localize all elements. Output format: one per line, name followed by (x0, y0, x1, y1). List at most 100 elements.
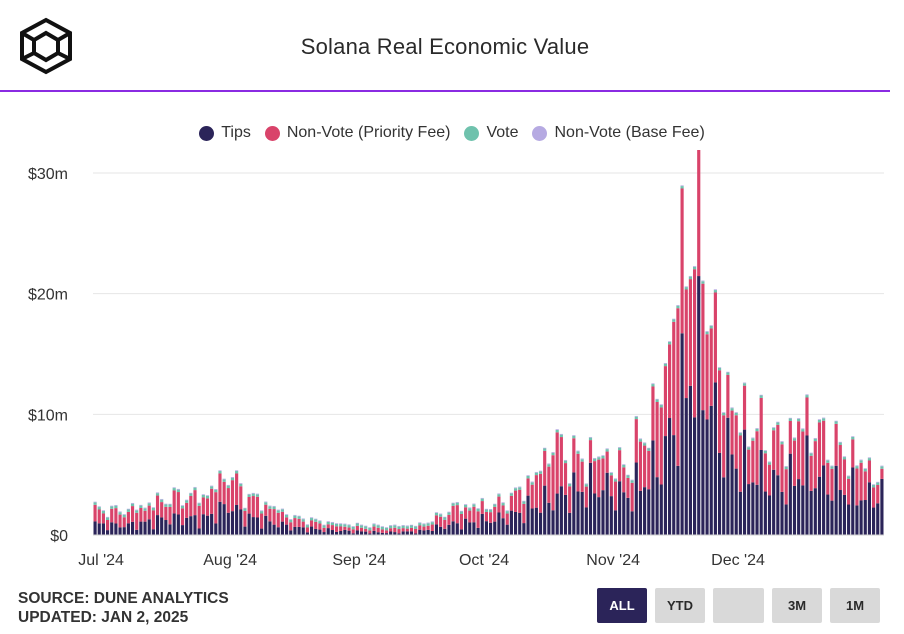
bar-base-fee (709, 325, 713, 327)
bar-vote (847, 476, 851, 479)
bar-base-fee (742, 382, 747, 384)
bar-priority-fee (788, 420, 792, 454)
bar-tips (264, 515, 268, 535)
bar-base-fee (105, 516, 110, 518)
bar-tips (497, 512, 501, 535)
range-selector: ALL YTD 3M 1M (597, 588, 880, 623)
bar-vote (668, 341, 672, 345)
bar-priority-fee (418, 525, 422, 530)
bar-priority-fee (297, 518, 301, 527)
bar-vote (559, 434, 563, 438)
bar-tips (122, 527, 126, 535)
bar-base-fee (214, 489, 218, 490)
bar-priority-fee (364, 528, 368, 532)
bar-priority-fee (326, 524, 330, 529)
bar-vote (251, 493, 255, 497)
bar-base-fee (380, 526, 384, 527)
range-blank-button[interactable] (713, 588, 764, 623)
bar-tips (759, 449, 763, 535)
bar-vote (434, 512, 439, 516)
bar-priority-fee (493, 506, 497, 522)
legend-item-priority-fee[interactable]: Non-Vote (Priority Fee) (264, 124, 450, 142)
bar-base-fee (713, 289, 717, 291)
bar-tips (301, 527, 305, 535)
bar-tips (180, 525, 185, 535)
bar-tips (380, 532, 384, 535)
bar-tips (676, 465, 680, 535)
bar-priority-fee (847, 478, 851, 505)
bar-priority-fee (484, 511, 488, 522)
bar-base-fee (155, 492, 160, 494)
bar-vote (630, 480, 634, 483)
bar-tips (801, 485, 805, 535)
bar-base-fee (747, 446, 751, 448)
bar-priority-fee (605, 451, 609, 473)
bar-tips (364, 531, 368, 535)
bar-base-fee (518, 486, 522, 488)
legend-item-tips[interactable]: Tips (199, 124, 251, 142)
bar-tips (613, 510, 618, 535)
bar-priority-fee (426, 525, 430, 530)
bar-tips (755, 484, 759, 535)
bar-base-fee (430, 521, 434, 523)
legend-item-vote[interactable]: Vote (464, 124, 518, 142)
bar-vote (201, 495, 205, 498)
bar-base-fee (609, 472, 613, 473)
bar-tips (110, 522, 114, 535)
bar-priority-fee (801, 431, 805, 486)
range-3m-button[interactable]: 3M (772, 588, 822, 623)
bar-vote (334, 523, 339, 527)
bar-vote (180, 505, 185, 509)
bar-base-fee (734, 412, 738, 413)
range-ytd-button[interactable]: YTD (655, 588, 705, 623)
bar-tips (813, 488, 817, 535)
bar-priority-fee (634, 419, 638, 463)
bar-tips (247, 513, 251, 535)
bar-priority-fee (218, 473, 222, 502)
bar-priority-fee (309, 520, 314, 527)
bar-priority-fee (193, 490, 197, 516)
bar-tips (509, 510, 513, 535)
range-1m-button[interactable]: 1M (830, 588, 880, 623)
source-text: SOURCE: DUNE ANALYTICS (18, 590, 229, 607)
bar-base-fee (880, 465, 884, 467)
bar-vote (817, 420, 822, 423)
bar-vote (189, 493, 193, 496)
bar-base-fee (376, 524, 380, 526)
bar-vote (588, 437, 593, 441)
bar-vote (859, 460, 863, 463)
bar-tips (243, 526, 247, 535)
bar-priority-fee (797, 421, 801, 480)
bar-priority-fee (530, 484, 534, 509)
range-all-button[interactable]: ALL (597, 588, 647, 623)
bar-priority-fee (189, 495, 193, 517)
bar-tips (684, 398, 688, 535)
bar-base-fee (285, 514, 289, 515)
bar-tips (255, 517, 260, 535)
bar-priority-fee (93, 504, 97, 522)
bar-tips (172, 513, 176, 535)
legend-item-base-fee[interactable]: Non-Vote (Base Fee) (532, 124, 705, 142)
bar-priority-fee (372, 526, 376, 531)
bar-base-fee (530, 481, 534, 483)
bar-tips (210, 513, 214, 535)
bar-priority-fee (630, 482, 634, 512)
bar-priority-fee (289, 522, 293, 531)
bar-priority-fee (676, 308, 680, 466)
bar-priority-fee (368, 530, 372, 534)
bar-tips (322, 532, 326, 535)
bar-vote (580, 459, 584, 462)
bar-tips (767, 495, 772, 535)
bar-vote (797, 418, 801, 422)
bar-base-fee (797, 418, 801, 419)
bar-base-fee (593, 457, 597, 459)
bar-priority-fee (130, 506, 135, 522)
bar-tips (601, 490, 605, 535)
bar-priority-fee (139, 507, 143, 522)
bar-base-fee (118, 511, 122, 513)
bar-base-fee (484, 508, 488, 510)
bar-base-fee (568, 483, 572, 484)
bar-priority-fee (580, 461, 584, 492)
bar-tips (384, 533, 389, 535)
bar-base-fee (755, 428, 759, 429)
